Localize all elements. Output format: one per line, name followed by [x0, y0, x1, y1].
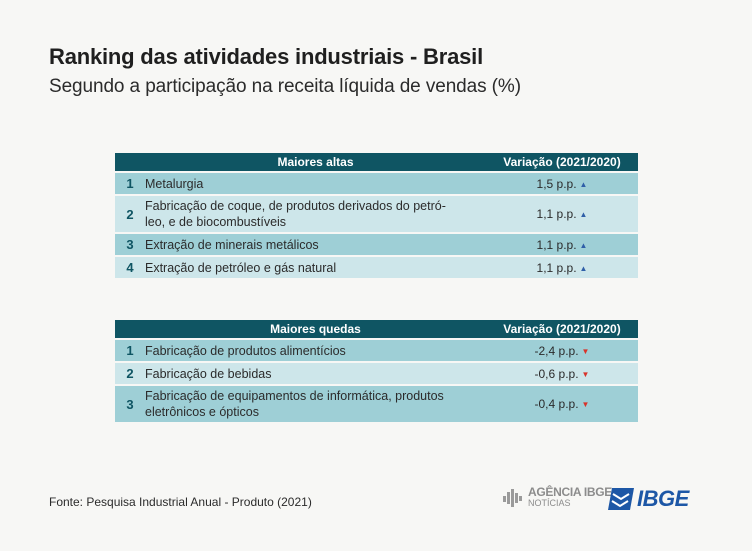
rank-number: 3 — [126, 237, 134, 252]
agencia-logo-line1: AGÊNCIA IBGE — [528, 485, 612, 499]
arrow-up-icon: ▲ — [579, 240, 588, 250]
rank-number: 3 — [126, 396, 134, 412]
page-title: Ranking das atividades industriais - Bra… — [49, 44, 483, 69]
table-row: 3 Extração de minerais metálicos 1,1 p.p… — [115, 234, 638, 255]
variation-value: 1,1 p.p. ▲ — [536, 237, 588, 252]
page-subtitle: Segundo a participação na receita líquid… — [49, 76, 521, 97]
rank-number: 1 — [126, 343, 134, 358]
rank-number: 2 — [126, 366, 134, 381]
agencia-ibge-logo: AGÊNCIA IBGE NOTÍCIAS — [502, 485, 612, 509]
agencia-logo-line2: NOTÍCIAS — [528, 498, 571, 508]
highs-table-header: Maiores altas Variação (2021/2020) — [115, 153, 638, 171]
lows-header-label: Maiores quedas — [270, 322, 361, 336]
arrow-up-icon: ▲ — [579, 263, 588, 273]
source-note: Fonte: Pesquisa Industrial Anual - Produ… — [49, 495, 312, 509]
arrow-down-icon: ▼ — [581, 369, 590, 379]
lows-table-header: Maiores quedas Variação (2021/2020) — [115, 320, 638, 338]
variation-value: -2,4 p.p. ▼ — [534, 343, 590, 358]
agencia-ibge-logo-icon — [503, 489, 522, 507]
activity-label: Extração de petróleo e gás natural — [145, 260, 337, 275]
arrow-up-icon: ▲ — [579, 179, 588, 189]
variation-value: -0,4 p.p. ▼ — [534, 397, 590, 411]
table-row: 2 Fabricação de coque, de produtos deriv… — [115, 196, 638, 232]
rank-number: 1 — [126, 176, 134, 191]
table-row: 4 Extração de petróleo e gás natural 1,1… — [115, 257, 638, 278]
table-row: 3 Fabricação de equipamentos de informát… — [115, 386, 638, 422]
table-row: 1 Metalurgia 1,5 p.p. ▲ — [115, 173, 638, 194]
variation-value: -0,6 p.p. ▼ — [534, 366, 590, 381]
activity-label: Fabricação de coque, de produtos derivad… — [145, 199, 446, 229]
variation-value: 1,1 p.p. ▲ — [536, 260, 588, 275]
lows-table: Maiores quedas Variação (2021/2020) 1 Fa… — [115, 320, 638, 422]
ibge-logo-text: IBGE — [637, 486, 689, 511]
activity-label: Extração de minerais metálicos — [145, 237, 319, 252]
activity-label: Fabricação de equipamentos de informátic… — [145, 389, 444, 419]
ibge-logo-icon — [608, 488, 634, 510]
ibge-logo: IBGE — [608, 486, 689, 512]
table-row: 2 Fabricação de bebidas -0,6 p.p. ▼ — [115, 363, 638, 384]
highs-table: Maiores altas Variação (2021/2020) 1 Met… — [115, 153, 638, 278]
activity-label: Fabricação de bebidas — [145, 366, 272, 381]
arrow-down-icon: ▼ — [581, 400, 590, 409]
arrow-down-icon: ▼ — [581, 346, 590, 356]
activity-label: Metalurgia — [145, 176, 204, 191]
highs-header-variation: Variação (2021/2020) — [503, 155, 621, 169]
variation-value: 1,5 p.p. ▲ — [536, 176, 588, 191]
rank-number: 4 — [126, 260, 134, 275]
rank-number: 2 — [126, 206, 134, 222]
table-row: 1 Fabricação de produtos alimentícios -2… — [115, 340, 638, 361]
arrow-up-icon: ▲ — [579, 210, 588, 219]
activity-label: Fabricação de produtos alimentícios — [145, 343, 346, 358]
lows-header-variation: Variação (2021/2020) — [503, 322, 621, 336]
highs-header-label: Maiores altas — [277, 155, 354, 169]
variation-value: 1,1 p.p. ▲ — [536, 207, 588, 221]
